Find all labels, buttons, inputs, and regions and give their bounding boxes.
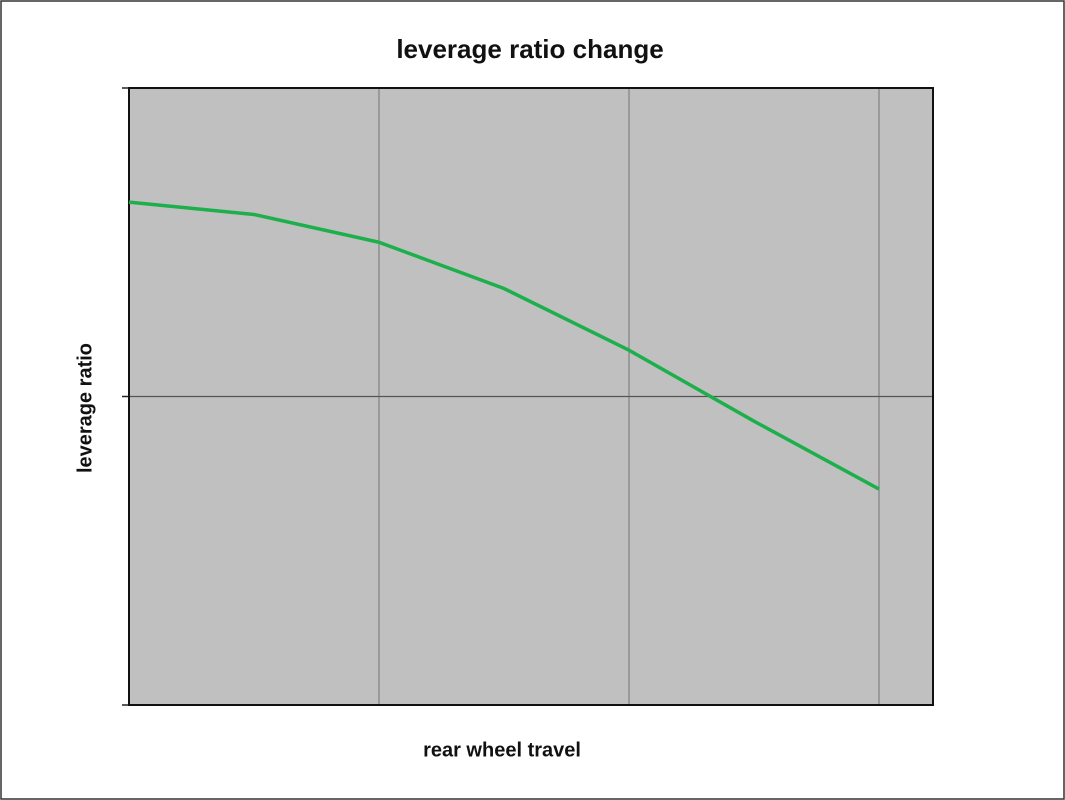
chart-title: leverage ratio change xyxy=(396,34,663,64)
x-axis-label: rear wheel travel xyxy=(423,739,581,761)
plot-border xyxy=(128,87,934,706)
y-axis-label: leverage ratio xyxy=(74,343,96,473)
data-line xyxy=(128,200,880,491)
